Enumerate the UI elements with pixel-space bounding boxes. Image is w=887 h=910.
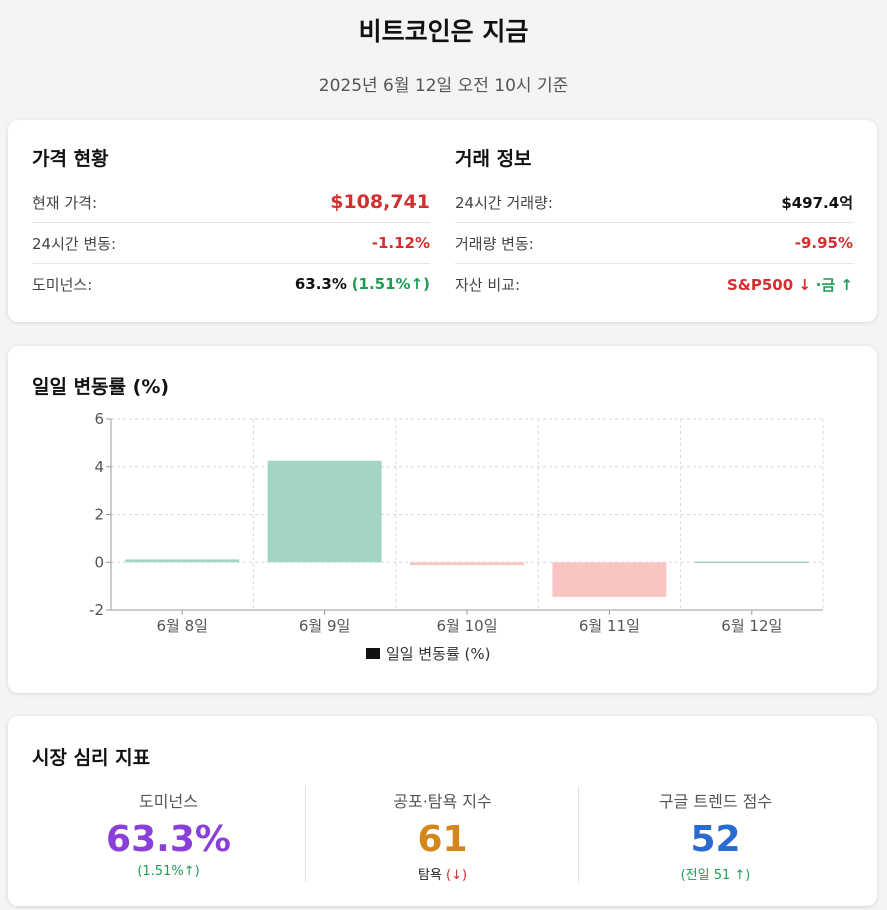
volume-change-row: 거래량 변동: -9.95% xyxy=(455,223,853,264)
google-trends-label: 구글 트렌드 점수 xyxy=(658,792,773,811)
bar xyxy=(125,559,240,563)
fear-greed-indicator: 공포·탐욕 지수 61 탐욕 (↓) xyxy=(305,786,579,883)
current-price-row: 현재 가격: $108,741 xyxy=(32,182,430,223)
change-24h-value: -1.12% xyxy=(371,234,430,252)
volume-label: 24시간 거래량: xyxy=(455,193,553,212)
google-trends-value: 52 xyxy=(690,819,741,860)
x-tick-label: 6월 9일 xyxy=(299,617,350,635)
dominance-indicator-label: 도미넌스 xyxy=(139,792,198,811)
legend-label: 일일 변동률 (%) xyxy=(386,645,491,663)
google-trends-indicator: 구글 트렌드 점수 52 (전일 51 ↑) xyxy=(578,786,852,883)
dominance-indicator-value: 63.3% xyxy=(106,819,231,860)
x-tick-label: 6월 11일 xyxy=(579,617,640,635)
dominance-value: 63.3% xyxy=(294,275,347,293)
bar xyxy=(552,562,667,597)
fear-greed-sub-text: 탐욕 xyxy=(417,868,442,883)
price-status-title: 가격 현황 xyxy=(32,148,109,170)
asset-compare-label: 자산 비교: xyxy=(455,275,521,294)
y-tick-label: 0 xyxy=(94,553,104,571)
page-title: 비트코인은 지금 xyxy=(358,17,529,46)
fear-greed-label: 공포·탐욕 지수 xyxy=(393,792,492,811)
chart-title: 일일 변동률 (%) xyxy=(32,376,170,398)
bar xyxy=(694,561,809,564)
dominance-row: 도미넌스: 63.3% (1.51%↑) xyxy=(32,264,430,304)
sentiment-card: 시장 심리 지표 도미넌스 63.3% (1.51%↑) 공포·탐욕 지수 61… xyxy=(8,716,877,906)
trade-info-section: 거래 정보 24시간 거래량: $497.4억 거래량 변동: -9.95% 자… xyxy=(455,146,853,304)
bar xyxy=(410,562,524,566)
bar xyxy=(267,460,382,563)
asset-compare-row: 자산 비교: S&P500 ↓ ·금 ↑ xyxy=(455,264,853,304)
google-trends-sub: (전일 51 ↑) xyxy=(680,868,751,883)
y-tick-label: 6 xyxy=(94,410,104,428)
summary-card: 가격 현황 현재 가격: $108,741 24시간 변동: -1.12% 도미… xyxy=(8,120,877,322)
y-tick-label: -2 xyxy=(89,601,104,619)
fear-greed-sub-arrow: (↓) xyxy=(446,868,468,883)
change-24h-row: 24시간 변동: -1.12% xyxy=(32,223,430,264)
compare-sp500: S&P500 ↓ xyxy=(726,275,811,294)
current-price-value: $108,741 xyxy=(330,191,430,213)
change-24h-label: 24시간 변동: xyxy=(32,234,117,253)
current-price-label: 현재 가격: xyxy=(32,193,98,212)
fear-greed-value: 61 xyxy=(417,819,468,860)
volume-change-label: 거래량 변동: xyxy=(455,234,534,253)
volume-row: 24시간 거래량: $497.4억 xyxy=(455,182,853,223)
y-tick-label: 2 xyxy=(94,506,104,524)
price-status-section: 가격 현황 현재 가격: $108,741 24시간 변동: -1.12% 도미… xyxy=(32,146,430,304)
chart-card: 일일 변동률 (%) -2 0 2 4 6 6월 8일 6월 9일 6월 10일 6월 11일 6… xyxy=(8,346,877,693)
page-subtitle: 2025년 6월 12일 오전 10시 기준 xyxy=(318,76,569,96)
compare-gold: ·금 ↑ xyxy=(815,275,853,294)
trade-info-title: 거래 정보 xyxy=(455,148,532,170)
dominance-change: (1.51%↑) xyxy=(351,275,430,293)
x-tick-label: 6월 8일 xyxy=(156,617,207,635)
y-tick-label: 4 xyxy=(94,458,104,476)
dominance-indicator-sub: (1.51%↑) xyxy=(137,864,200,879)
volume-value: $497.4억 xyxy=(781,193,853,212)
dominance-label: 도미넌스: xyxy=(32,275,93,294)
x-tick-label: 6월 10일 xyxy=(437,617,498,635)
legend-swatch xyxy=(366,648,380,659)
dominance-indicator: 도미넌스 63.3% (1.51%↑) xyxy=(32,786,305,882)
x-tick-label: 6월 12일 xyxy=(721,617,782,635)
sentiment-title: 시장 심리 지표 xyxy=(32,747,151,769)
volume-change-value: -9.95% xyxy=(794,234,853,252)
